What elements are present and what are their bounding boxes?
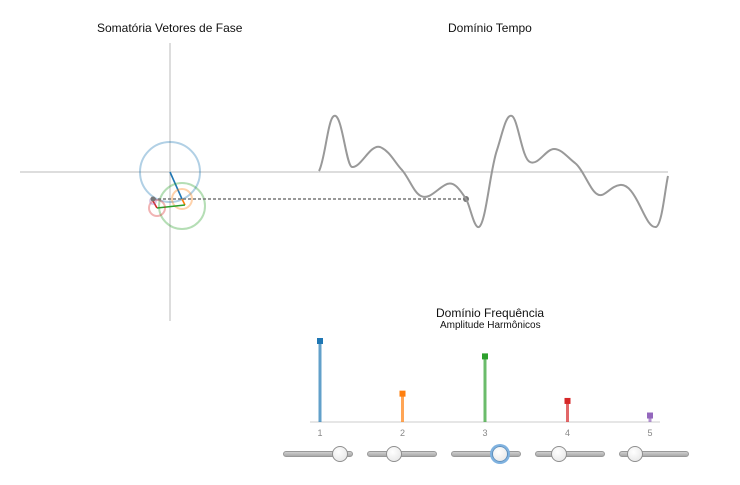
slider-track[interactable]	[619, 451, 689, 457]
harmonic-bar	[318, 341, 322, 422]
slider-track[interactable]	[451, 451, 521, 457]
harmonic-4-circle	[148, 199, 166, 217]
slider-thumb[interactable]	[386, 446, 402, 462]
harmonic-bar	[401, 393, 404, 422]
slider-track[interactable]	[283, 451, 353, 457]
harmonic-tick-label: 2	[400, 428, 405, 438]
phasor-diagram	[20, 43, 320, 321]
time-domain-plot	[318, 114, 669, 228]
slider-thumb[interactable]	[332, 446, 348, 462]
harmonic-bar-cap	[399, 390, 406, 397]
harmonic-4-vector	[152, 200, 158, 209]
freq-panel-subtitle: Amplitude Harmônicos	[440, 320, 541, 331]
harmonic-2-vector	[181, 198, 186, 206]
waveform-line	[318, 114, 669, 228]
harmonic-5-slider[interactable]	[619, 446, 689, 462]
harmonic-1-circle	[139, 141, 201, 203]
harmonic-2-circle	[171, 188, 193, 210]
harmonic-bar-cap	[317, 338, 323, 344]
harmonic-tick-label: 4	[565, 428, 570, 438]
slider-track[interactable]	[535, 451, 605, 457]
connector-start-dot	[150, 196, 156, 202]
harmonic-tick-label: 1	[317, 428, 322, 438]
harmonic-bar	[566, 400, 569, 422]
harmonic-1-slider[interactable]	[283, 446, 353, 462]
harmonic-3-slider[interactable]	[451, 446, 521, 462]
harmonic-bar	[648, 415, 652, 422]
harmonic-bar	[483, 356, 487, 422]
harmonic-4-slider[interactable]	[535, 446, 605, 462]
harmonic-1-vector	[169, 171, 183, 200]
harmonic-3-circle	[158, 182, 206, 230]
slider-track[interactable]	[367, 451, 437, 457]
harmonic-3-vector	[156, 204, 186, 209]
phasor-panel-title: Somatória Vetores de Fase	[97, 21, 243, 35]
harmonic-tick-label: 5	[647, 428, 652, 438]
harmonic-bar-cap	[564, 397, 571, 404]
harmonic-bar-cap	[482, 353, 488, 360]
slider-thumb[interactable]	[551, 446, 567, 462]
harmonic-bar-cap	[647, 412, 653, 419]
harmonic-tick-label: 3	[482, 428, 487, 438]
slider-thumb[interactable]	[627, 446, 643, 462]
frequency-domain-chart: 1 2 3 4 5	[310, 338, 660, 438]
time-panel-title: Domínio Tempo	[448, 21, 532, 35]
harmonic-2-slider[interactable]	[367, 446, 437, 462]
freq-panel-title: Domínio Frequência	[436, 306, 545, 320]
slider-thumb[interactable]	[492, 446, 508, 462]
